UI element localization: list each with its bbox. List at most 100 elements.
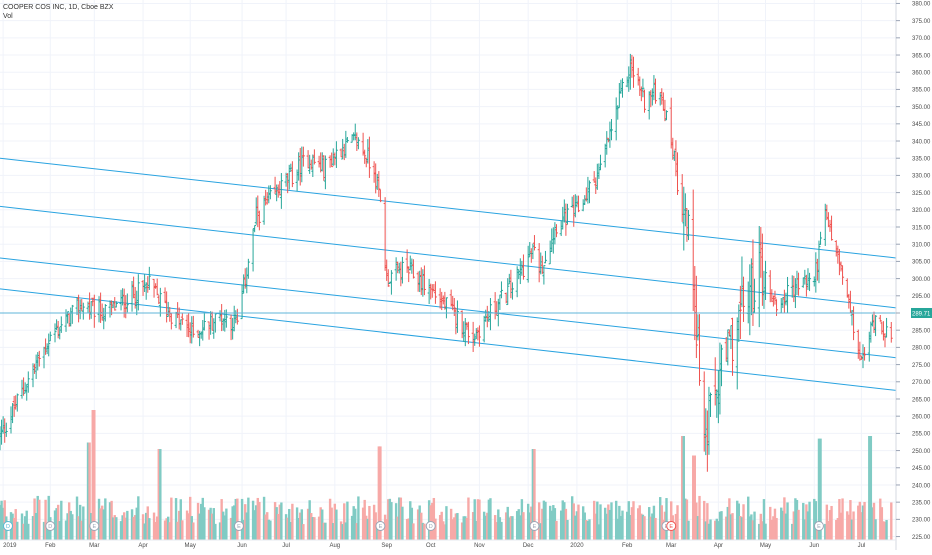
- volume-bar: [561, 500, 564, 540]
- price-tick-label: 270.00: [912, 380, 931, 386]
- event-marker[interactable]: E: [813, 521, 824, 531]
- volume-bar: [157, 449, 160, 540]
- volume-bar: [192, 522, 195, 540]
- price-tick-label: 350.00: [912, 105, 931, 111]
- ohlc-bar: [147, 266, 151, 290]
- volume-bar: [717, 521, 720, 540]
- event-marker[interactable]: E: [529, 521, 540, 531]
- ohlc-bar: [676, 152, 680, 195]
- ohlc-bar: [191, 315, 195, 338]
- ohlc-bar: [143, 274, 147, 292]
- ohlc-bar: [89, 301, 93, 319]
- ohlc-bar: [737, 304, 741, 342]
- ohlc-bar: [792, 275, 796, 303]
- volume-bar: [143, 523, 146, 540]
- volume-bar: [539, 523, 542, 540]
- time-tick-label: Apr: [714, 543, 723, 549]
- ohlc-bar: [394, 257, 398, 281]
- event-marker[interactable]: D: [425, 521, 436, 531]
- volume-bar: [229, 517, 233, 540]
- volume-bar: [277, 513, 280, 540]
- ohlc-bar: [309, 159, 313, 170]
- ohlc-bar: [583, 195, 587, 205]
- volume-bar: [874, 519, 877, 540]
- ohlc-bar: [25, 384, 29, 401]
- channel-line[interactable]: [0, 288, 897, 391]
- volume-bar: [703, 500, 706, 540]
- channel-line[interactable]: [0, 205, 897, 309]
- volume-bar: [497, 509, 500, 540]
- volume-bar: [805, 504, 808, 540]
- volume-bar: [352, 506, 355, 540]
- ohlc-bar: [352, 132, 356, 141]
- volume-bar: [588, 519, 591, 540]
- volume-bar: [819, 438, 822, 540]
- volume-bar: [341, 524, 344, 540]
- ohlc-bar: [817, 240, 821, 284]
- volume-bar: [332, 523, 335, 540]
- price-tick-label: 305.00: [912, 260, 931, 266]
- volume-bar: [603, 507, 607, 540]
- ohlc-bar: [37, 350, 41, 367]
- ohlc-bar: [298, 147, 302, 186]
- volume-bar: [201, 497, 204, 540]
- event-marker[interactable]: E: [375, 521, 386, 531]
- volume-bar: [445, 506, 448, 540]
- last-price-badge-text: 289.71: [912, 311, 931, 317]
- ohlc-bar: [48, 331, 52, 342]
- ohlc-bar: [462, 321, 466, 342]
- last-price-badge-bg: [911, 307, 932, 318]
- volume-bar: [531, 449, 535, 540]
- ohlc-bar: [587, 180, 591, 204]
- volume-bar: [857, 505, 860, 540]
- volume-bar: [407, 518, 410, 540]
- volume-bar: [166, 516, 170, 540]
- volume-bar: [416, 509, 420, 540]
- channel-line[interactable]: [0, 157, 897, 259]
- volume-bar: [737, 503, 741, 540]
- volume-bar: [632, 501, 635, 540]
- event-marker[interactable]: D: [3, 521, 13, 531]
- volume-bar: [736, 500, 739, 540]
- volume-bar: [179, 499, 182, 540]
- volume-bar: [275, 507, 278, 540]
- event-marker[interactable]: E: [233, 521, 244, 531]
- ohlc-bar: [185, 314, 189, 337]
- ohlc-bar: [504, 292, 508, 304]
- volume-bar: [869, 436, 873, 540]
- volume-bar: [387, 499, 390, 540]
- ohlc-bar: [803, 269, 807, 285]
- ohlc-bar: [386, 269, 390, 287]
- ohlc-bar: [663, 99, 667, 122]
- volume-bar: [55, 508, 58, 540]
- volume-bar: [286, 517, 289, 540]
- ohlc-bar: [828, 219, 832, 232]
- price-tick-label: 275.00: [912, 363, 931, 369]
- event-marker-circle: [45, 521, 56, 531]
- volume-bar: [372, 504, 376, 540]
- volume-bar: [398, 497, 401, 540]
- ohlc-bar: [411, 259, 415, 279]
- ohlc-bar: [363, 149, 367, 164]
- ohlc-bar: [878, 314, 882, 322]
- event-marker[interactable]: D: [45, 521, 56, 531]
- ohlc-bar: [422, 265, 426, 296]
- volume-bar: [553, 508, 557, 540]
- ohlc-bar: [841, 265, 845, 285]
- event-marker[interactable]: E: [89, 521, 100, 531]
- volume-bar: [506, 506, 509, 540]
- event-marker[interactable]: E: [666, 521, 677, 531]
- volume-bar: [872, 502, 876, 540]
- volume-bar: [493, 515, 497, 540]
- volume-bar: [78, 504, 82, 540]
- volume-bar: [132, 516, 135, 540]
- channel-line[interactable]: [0, 257, 897, 359]
- volume-bar: [695, 502, 698, 540]
- event-marker-label: E: [669, 524, 673, 530]
- volume-bar: [155, 516, 159, 540]
- ohlc-bar: [15, 393, 19, 412]
- time-tick-label: May: [185, 543, 196, 549]
- volume-bar: [626, 511, 629, 540]
